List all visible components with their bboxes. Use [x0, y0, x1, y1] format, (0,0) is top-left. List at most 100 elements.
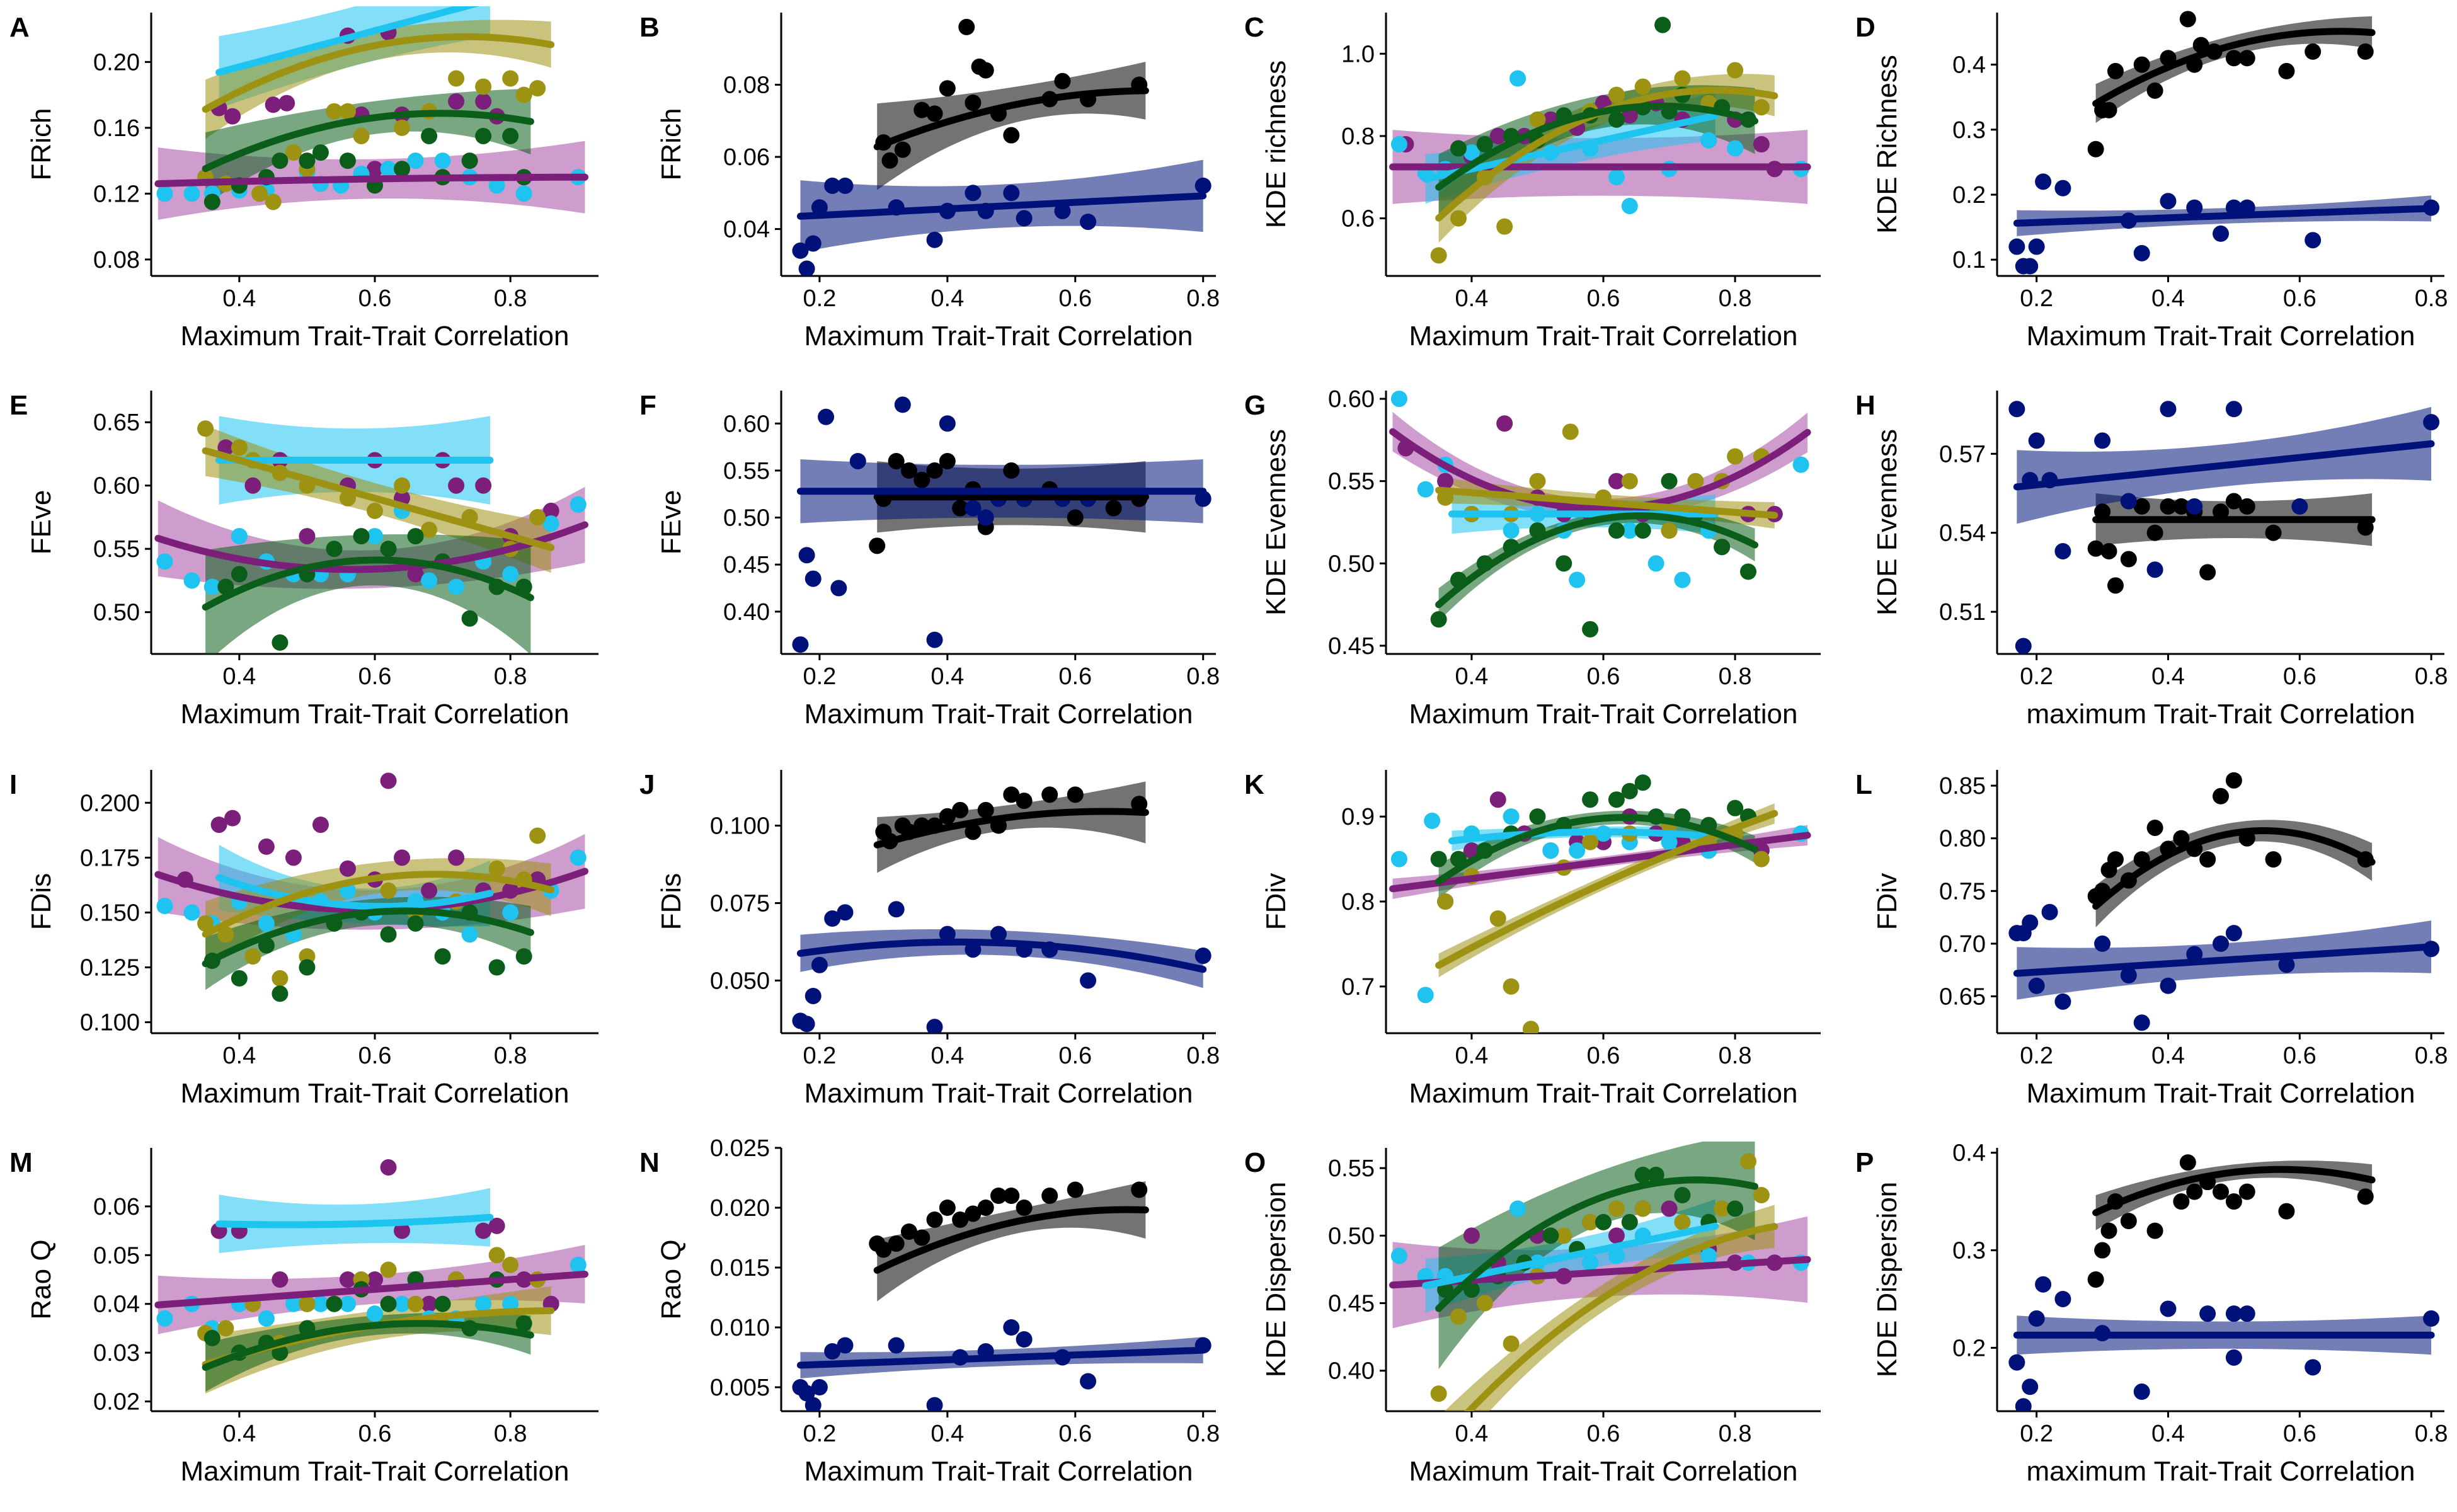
- confidence-band: [1438, 508, 1755, 621]
- data-point: [407, 152, 424, 169]
- x-tick-label: 0.6: [2283, 285, 2317, 312]
- data-point: [792, 636, 809, 653]
- data-point: [2028, 432, 2045, 449]
- data-point: [1016, 793, 1033, 810]
- data-point: [1740, 563, 1756, 580]
- data-point: [2213, 1183, 2229, 1200]
- data-point: [2225, 199, 2242, 216]
- fit-line: [202, 1320, 534, 1371]
- fit-line: [796, 938, 1207, 973]
- x-tick-label: 0.8: [2415, 663, 2448, 690]
- x-tick-label: 0.8: [1719, 663, 1752, 690]
- data-point: [2160, 193, 2177, 210]
- data-point: [1661, 522, 1678, 539]
- data-point: [869, 537, 886, 554]
- y-tick-label: 0.08: [93, 247, 140, 273]
- data-point: [231, 970, 248, 987]
- x-tick-label: 0.4: [2151, 285, 2185, 312]
- plot-area: [2008, 11, 2440, 275]
- data-point: [2028, 1310, 2045, 1327]
- data-point: [502, 1295, 519, 1312]
- data-point: [1041, 1188, 1058, 1204]
- data-point: [2357, 43, 2374, 60]
- y-tick-label: 0.45: [1328, 633, 1375, 660]
- x-tick-label: 0.6: [1587, 1043, 1620, 1069]
- data-point: [1496, 218, 1513, 235]
- data-point: [1489, 910, 1506, 927]
- panel-d: D KDE Richness Maximum Trait-Trait Correla…: [1855, 11, 2448, 352]
- data-point: [2278, 62, 2295, 79]
- data-point: [1753, 1187, 1770, 1204]
- x-tick-label: 0.6: [358, 1421, 392, 1447]
- x-tick-label: 0.6: [1587, 663, 1620, 690]
- data-point: [1647, 1166, 1664, 1183]
- data-point: [818, 408, 835, 425]
- data-point: [515, 185, 532, 202]
- data-point: [367, 528, 383, 545]
- data-point: [1687, 472, 1704, 490]
- x-axis-title: Maximum Trait-Trait Correlation: [1409, 699, 1798, 730]
- data-point: [515, 948, 532, 965]
- y-tick-label: 0.05: [93, 1242, 140, 1269]
- data-point: [2008, 1354, 2025, 1371]
- data-point: [475, 78, 492, 95]
- fit-line: [154, 521, 588, 573]
- data-point: [1608, 1200, 1625, 1217]
- data-point: [2133, 244, 2150, 261]
- x-tick-label: 0.6: [2283, 663, 2317, 690]
- data-point: [1542, 1227, 1559, 1244]
- panel-letter: A: [9, 12, 30, 43]
- fit-line: [1389, 428, 1811, 513]
- data-point: [1582, 1254, 1599, 1271]
- data-point: [1080, 1373, 1097, 1390]
- x-tick-label: 0.4: [222, 1043, 256, 1069]
- x-tick-label: 0.4: [931, 285, 964, 312]
- panel-c: C KDE richness Maximum Trait-Trait Correla…: [1244, 12, 1821, 352]
- data-point: [939, 415, 956, 432]
- data-point: [1542, 842, 1559, 859]
- y-tick-label: 0.200: [80, 790, 140, 816]
- y-tick-label: 0.65: [93, 410, 140, 436]
- x-tick-label: 0.4: [931, 1421, 964, 1447]
- data-point: [881, 152, 898, 169]
- y-tick-label: 0.9: [1341, 804, 1375, 830]
- data-point: [502, 127, 519, 144]
- data-point: [224, 108, 241, 125]
- y-tick-label: 0.015: [710, 1255, 770, 1281]
- x-axis-title: maximum Trait-Trait Correlation: [2027, 1456, 2415, 1487]
- data-point: [1430, 1385, 1447, 1402]
- data-point: [888, 452, 905, 469]
- y-tick-label: 0.8: [1341, 123, 1375, 150]
- y-axis-title: FEve: [26, 490, 57, 555]
- plot-area: [2008, 1154, 2440, 1411]
- y-tick-label: 0.4: [1952, 1140, 1986, 1167]
- fit-line: [1448, 828, 1719, 845]
- data-point: [1714, 539, 1731, 556]
- data-point: [1003, 462, 1020, 479]
- data-point: [258, 915, 275, 932]
- data-point: [434, 152, 451, 169]
- panel-letter: L: [1855, 769, 1872, 800]
- fit-line: [2092, 827, 2376, 910]
- data-point: [394, 161, 411, 178]
- y-axis-title: FRich: [656, 108, 687, 181]
- x-tick-label: 0.8: [1186, 663, 1220, 690]
- panel-i: I FDis Maximum Trait-Trait Correlation 0.4 0…: [9, 769, 598, 1109]
- y-tick-label: 0.005: [710, 1375, 770, 1401]
- y-axis-title: FDis: [26, 873, 57, 930]
- data-point: [542, 502, 559, 519]
- data-point: [2199, 564, 2216, 581]
- y-tick-label: 0.57: [1939, 441, 1986, 467]
- data-point: [1003, 1188, 1020, 1204]
- fit-line: [796, 192, 1207, 220]
- x-tick-label: 0.4: [1455, 663, 1488, 690]
- data-point: [272, 634, 289, 651]
- y-axis-title: KDE Dispersion: [1261, 1182, 1292, 1378]
- data-point: [2199, 1305, 2216, 1322]
- data-point: [824, 910, 841, 927]
- data-point: [2054, 993, 2071, 1010]
- x-tick-label: 0.8: [494, 1421, 527, 1447]
- data-point: [2087, 1271, 2104, 1288]
- data-point: [1450, 140, 1467, 157]
- data-point: [1634, 1200, 1651, 1217]
